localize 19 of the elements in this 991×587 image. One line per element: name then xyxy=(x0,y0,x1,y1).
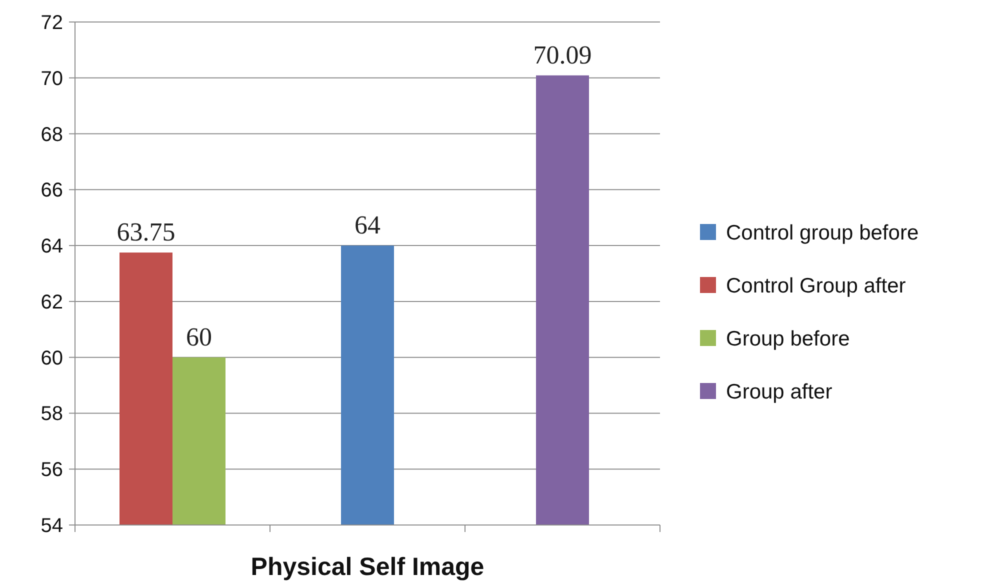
data-label: 70.09 xyxy=(533,40,592,70)
y-tick-label: 68 xyxy=(40,124,63,146)
y-tick-label: 54 xyxy=(40,515,63,537)
legend-label: Control group before xyxy=(726,221,919,244)
legend-label: Control Group after xyxy=(726,274,906,298)
data-label: 63.75 xyxy=(116,218,176,247)
y-tick-label: 56 xyxy=(40,459,63,482)
data-label: 60 xyxy=(186,322,212,352)
data-label: 64 xyxy=(354,210,380,240)
y-tick-label: 60 xyxy=(40,347,63,370)
y-tick-label: 72 xyxy=(40,12,63,34)
legend-label: Group after xyxy=(726,380,832,404)
y-tick-label: 58 xyxy=(40,403,63,426)
x-axis-title: Physical Self Image xyxy=(250,553,484,581)
y-tick-label: 62 xyxy=(40,291,63,314)
y-tick-label: 64 xyxy=(40,236,63,258)
y-tick-label: 66 xyxy=(40,180,63,202)
y-tick-label: 70 xyxy=(40,68,63,90)
legend-label: Group before xyxy=(726,327,850,350)
